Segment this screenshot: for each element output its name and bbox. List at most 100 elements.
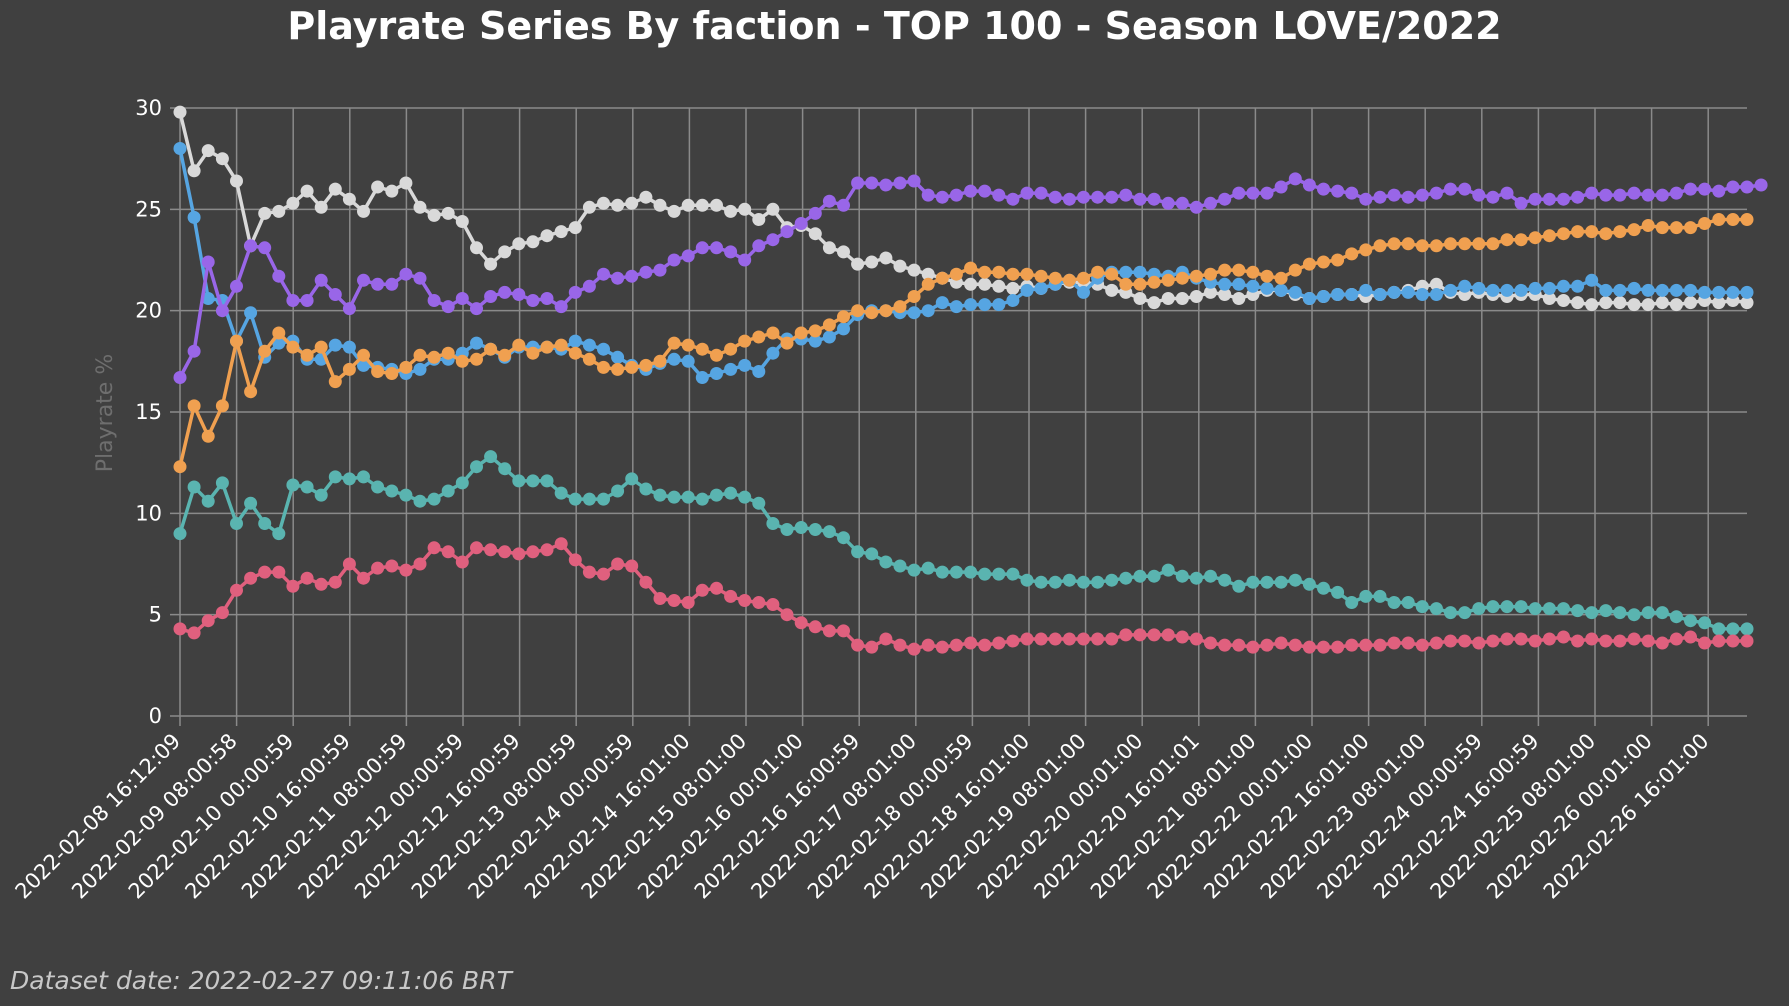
data-point bbox=[1062, 573, 1076, 587]
data-point bbox=[1034, 575, 1048, 589]
chart-title: Playrate Series By faction - TOP 100 - S… bbox=[287, 4, 1502, 48]
data-point bbox=[498, 348, 512, 362]
data-point bbox=[300, 184, 314, 198]
data-point bbox=[780, 336, 794, 350]
data-point bbox=[427, 294, 441, 307]
data-point bbox=[286, 579, 300, 593]
data-point bbox=[1429, 186, 1443, 200]
data-point bbox=[244, 496, 258, 510]
data-point bbox=[1161, 628, 1175, 642]
data-point bbox=[907, 174, 921, 188]
data-point bbox=[342, 472, 356, 486]
data-point bbox=[653, 198, 667, 212]
data-point bbox=[357, 358, 370, 372]
data-point bbox=[1472, 237, 1486, 251]
data-point bbox=[1373, 288, 1387, 301]
data-point bbox=[385, 484, 399, 498]
data-point bbox=[1500, 632, 1514, 646]
data-point bbox=[455, 555, 469, 569]
data-point bbox=[1302, 640, 1316, 654]
data-point bbox=[187, 480, 201, 494]
data-point bbox=[921, 267, 935, 281]
data-point bbox=[526, 474, 540, 488]
data-point bbox=[1133, 292, 1147, 305]
data-point bbox=[258, 344, 272, 358]
data-point bbox=[1627, 608, 1641, 622]
data-point bbox=[512, 237, 526, 251]
data-point bbox=[1274, 575, 1288, 589]
data-point bbox=[822, 330, 836, 344]
data-point bbox=[484, 543, 498, 557]
data-point bbox=[1415, 638, 1429, 652]
data-point bbox=[1684, 182, 1697, 196]
data-point bbox=[935, 296, 949, 310]
data-point bbox=[1542, 602, 1556, 616]
data-point bbox=[1302, 292, 1316, 305]
data-point bbox=[1669, 221, 1683, 235]
data-point bbox=[1726, 634, 1740, 648]
data-point bbox=[1669, 298, 1683, 312]
data-point bbox=[1133, 192, 1147, 206]
data-point bbox=[1232, 579, 1246, 593]
data-point bbox=[611, 198, 625, 212]
data-point bbox=[1189, 269, 1203, 283]
data-point bbox=[1077, 575, 1090, 589]
data-point bbox=[1472, 281, 1486, 295]
data-point bbox=[1105, 283, 1119, 297]
data-point bbox=[822, 624, 836, 638]
data-point bbox=[568, 334, 582, 348]
data-point bbox=[441, 346, 455, 360]
data-point bbox=[470, 460, 483, 474]
data-point bbox=[1020, 283, 1034, 297]
data-point bbox=[201, 292, 215, 305]
data-point bbox=[300, 480, 314, 494]
data-point bbox=[1133, 569, 1147, 583]
data-point bbox=[173, 527, 187, 541]
data-point bbox=[173, 622, 187, 636]
data-point bbox=[808, 227, 822, 241]
data-point bbox=[1345, 638, 1359, 652]
data-point bbox=[230, 517, 243, 530]
data-point bbox=[879, 555, 893, 569]
data-point bbox=[695, 241, 709, 255]
data-point bbox=[681, 249, 695, 263]
data-point bbox=[413, 494, 427, 508]
data-point bbox=[949, 565, 963, 579]
data-point bbox=[568, 285, 582, 299]
data-point bbox=[794, 326, 808, 340]
data-point bbox=[724, 342, 738, 356]
data-point bbox=[1246, 265, 1260, 279]
data-point bbox=[540, 474, 554, 488]
data-point bbox=[837, 245, 850, 259]
data-point bbox=[1613, 283, 1627, 297]
data-point bbox=[1302, 577, 1316, 591]
data-point bbox=[1740, 180, 1754, 194]
data-point bbox=[173, 105, 187, 119]
data-point bbox=[667, 594, 681, 607]
data-point bbox=[1189, 200, 1203, 214]
data-point bbox=[865, 547, 879, 561]
data-point bbox=[1542, 229, 1556, 243]
data-point bbox=[1175, 569, 1189, 583]
data-point bbox=[1542, 632, 1556, 646]
data-point bbox=[215, 476, 229, 490]
series-4 bbox=[173, 450, 1754, 636]
data-point bbox=[1091, 190, 1105, 204]
data-point bbox=[597, 196, 610, 210]
data-point bbox=[625, 360, 639, 374]
data-point bbox=[1077, 632, 1090, 646]
data-point bbox=[413, 200, 427, 214]
data-point bbox=[1500, 283, 1514, 297]
data-point bbox=[893, 638, 907, 652]
data-point bbox=[724, 589, 738, 603]
data-point bbox=[1613, 606, 1627, 620]
data-point bbox=[427, 350, 441, 364]
data-point bbox=[752, 330, 766, 344]
data-point bbox=[978, 265, 992, 279]
data-point bbox=[1712, 213, 1726, 226]
data-point bbox=[1655, 188, 1669, 202]
data-point bbox=[1373, 589, 1387, 603]
data-point bbox=[822, 194, 836, 208]
data-point bbox=[272, 326, 286, 340]
data-point bbox=[1232, 263, 1246, 277]
